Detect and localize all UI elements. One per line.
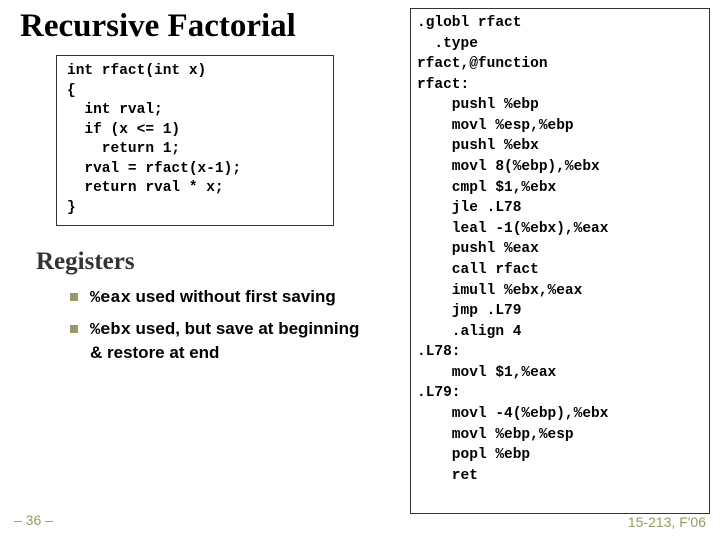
bullet-marker-icon	[70, 293, 78, 301]
asm-line: popl %ebp	[417, 445, 703, 466]
bullet-marker-icon	[70, 325, 78, 333]
bullet-list: %eax used without first saving %ebx used,…	[70, 286, 370, 364]
asm-line: .L79:	[417, 383, 703, 404]
c-code-box: int rfact(int x) { int rval; if (x <= 1)…	[56, 55, 334, 226]
asm-line: .globl rfact	[417, 13, 703, 34]
asm-line: pushl %ebx	[417, 136, 703, 157]
asm-line: rfact:	[417, 75, 703, 96]
asm-line: imull %ebx,%eax	[417, 281, 703, 302]
bullet-text: %ebx used, but save at beginning & resto…	[90, 318, 370, 364]
bullet-text: %eax used without first saving	[90, 286, 336, 310]
asm-line: pushl %eax	[417, 239, 703, 260]
asm-line: movl $1,%eax	[417, 363, 703, 384]
asm-line: jle .L78	[417, 198, 703, 219]
asm-line: movl %esp,%ebp	[417, 116, 703, 137]
page-number: – 36 –	[14, 512, 53, 528]
asm-line: rfact,@function	[417, 54, 703, 75]
asm-line: .type	[417, 34, 703, 55]
asm-line: pushl %ebp	[417, 95, 703, 116]
asm-line: .align 4	[417, 322, 703, 343]
bullet-item: %eax used without first saving	[70, 286, 370, 310]
asm-line: ret	[417, 466, 703, 487]
asm-line: .L78:	[417, 342, 703, 363]
asm-line: jmp .L79	[417, 301, 703, 322]
asm-line: leal -1(%ebx),%eax	[417, 219, 703, 240]
asm-line: movl -4(%ebp),%ebx	[417, 404, 703, 425]
asm-line: movl %ebp,%esp	[417, 425, 703, 446]
asm-line: cmpl $1,%ebx	[417, 178, 703, 199]
bullet-item: %ebx used, but save at beginning & resto…	[70, 318, 370, 364]
asm-line: call rfact	[417, 260, 703, 281]
asm-line: movl 8(%ebp),%ebx	[417, 157, 703, 178]
assembly-panel: .globl rfact .typerfact,@functionrfact: …	[410, 8, 710, 514]
course-label: 15-213, F'06	[628, 514, 706, 530]
